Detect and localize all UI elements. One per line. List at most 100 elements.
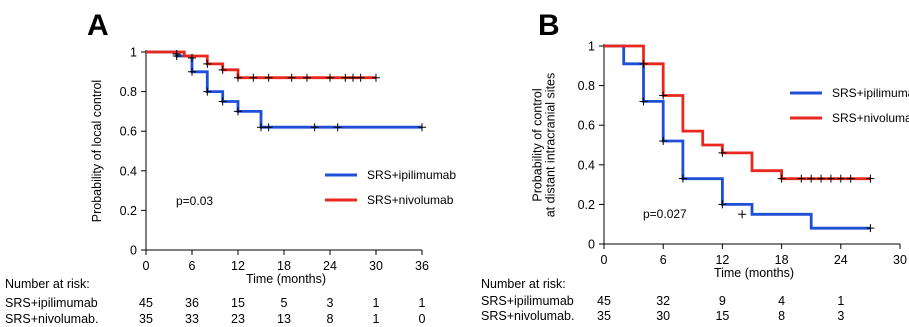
censor-mark [188, 67, 196, 76]
censor-mark [678, 174, 687, 183]
x-tick-label: 30 [369, 259, 383, 273]
legend-label: SRS+nivolumab [832, 111, 909, 125]
censor-mark [718, 200, 727, 209]
risk-value: 1 [373, 312, 380, 326]
x-tick-label: 18 [775, 253, 789, 267]
censor-mark [797, 174, 806, 183]
x-tick-label: 36 [415, 259, 429, 273]
y-tick-label: 0.8 [120, 85, 137, 99]
risk-value: 3 [837, 309, 844, 323]
risk-value: 1 [419, 296, 426, 310]
censor-mark [203, 59, 212, 68]
y-axis-label: at distant intracranial sites [544, 73, 558, 218]
censor-mark [817, 174, 826, 183]
panel-label: A [87, 9, 109, 42]
censor-mark [287, 73, 296, 82]
km-curve-line [604, 44, 871, 230]
y-tick-label: 1 [588, 40, 595, 54]
y-tick-label: 0.8 [578, 79, 595, 93]
series-ipilimumab [604, 44, 875, 233]
series-nivolumab [146, 49, 380, 82]
risk-value: 33 [185, 312, 199, 326]
y-axis-label: Probability of control [531, 88, 545, 201]
censor-mark [341, 73, 350, 82]
y-tick-label: 0.2 [578, 198, 595, 212]
censor-mark [234, 73, 242, 82]
y-tick-label: 0.6 [120, 125, 137, 139]
risk-value: 0 [419, 312, 426, 326]
censor-mark [349, 73, 357, 82]
censor-mark [303, 73, 311, 82]
risk-value: 8 [778, 309, 785, 323]
censor-mark [639, 97, 648, 106]
censor-mark [639, 59, 648, 68]
x-tick-label: 12 [715, 253, 729, 267]
legend-label: SRS+nivolumab [367, 193, 454, 207]
risk-table-title: Number at risk: [5, 277, 90, 291]
risk-row-label: SRS+ipilimumab [481, 294, 574, 308]
x-axis-label: Time (months) [714, 266, 794, 280]
y-tick-label: 0.2 [120, 204, 137, 218]
risk-value: 1 [373, 296, 380, 310]
censor-mark [264, 73, 273, 82]
censor-mark [356, 73, 365, 82]
censor-mark [659, 137, 668, 146]
risk-table: Number at risk: SRS+ipilimumab 45 36 15 5 3 1 1 S… [5, 277, 426, 326]
p-value-annotation: p=0.03 [176, 194, 213, 208]
censor-mark [807, 174, 816, 183]
p-value-annotation: p=0.027 [643, 207, 687, 221]
risk-value: 45 [139, 296, 153, 310]
censor-mark [172, 49, 181, 58]
censor-mark [249, 73, 258, 82]
censor-mark [866, 174, 875, 183]
risk-row-label: SRS+nivolumab. [5, 312, 98, 326]
panel-label: B [538, 9, 560, 42]
censor-mark [326, 73, 334, 82]
censor-mark [866, 224, 875, 233]
x-tick-label: 0 [601, 253, 608, 267]
censor-mark [718, 148, 727, 157]
risk-value: 1 [837, 294, 844, 308]
censor-mark [418, 123, 426, 132]
legend: SRS+ipilimumab SRS+nivolumab [325, 168, 456, 207]
x-tick-label: 0 [143, 259, 150, 273]
risk-value: 35 [597, 309, 611, 323]
x-tick-label: 30 [893, 253, 907, 267]
censor-mark [846, 174, 855, 183]
risk-value: 30 [656, 309, 670, 323]
risk-row-label: SRS+ipilimumab [5, 296, 98, 310]
censor-mark [218, 65, 227, 74]
censor-mark [257, 123, 265, 132]
risk-value: 15 [231, 296, 245, 310]
series-ipilimumab [146, 50, 426, 132]
risk-table: Number at risk: SRS+ipilimumab 45 32 9 4 1 SRS+… [481, 277, 844, 323]
x-tick-label: 18 [277, 259, 291, 273]
x-tick-label: 24 [323, 259, 337, 273]
risk-value: 15 [715, 309, 729, 323]
risk-value: 5 [281, 296, 288, 310]
series-nivolumab [604, 44, 875, 183]
censor-mark [738, 210, 747, 219]
censor-mark [372, 73, 380, 82]
risk-value: 45 [597, 294, 611, 308]
legend-label: SRS+ipilimumab [367, 168, 456, 182]
censor-mark [310, 123, 319, 132]
censor-mark [826, 174, 835, 183]
risk-value: 32 [656, 294, 670, 308]
censor-mark [659, 91, 668, 100]
censor-mark [188, 53, 196, 62]
censor-mark [264, 123, 273, 132]
risk-value: 23 [231, 312, 245, 326]
censor-mark [777, 174, 786, 183]
y-tick-label: 0.4 [120, 164, 137, 178]
censor-mark [234, 107, 242, 116]
km-curve-line [604, 44, 871, 181]
x-tick-label: 6 [189, 259, 196, 273]
censor-mark [218, 97, 227, 106]
x-tick-label: 12 [231, 259, 245, 273]
y-tick-label: 0 [588, 238, 595, 252]
x-tick-label: 24 [834, 253, 848, 267]
